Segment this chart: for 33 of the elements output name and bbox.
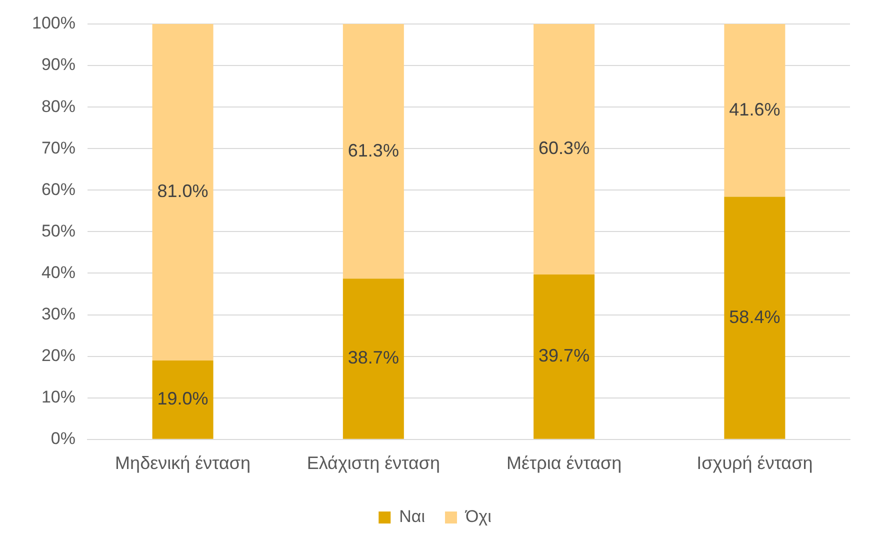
data-label: 41.6%: [729, 99, 780, 120]
y-tick-label: 90%: [41, 55, 76, 74]
bar: [534, 24, 595, 274]
data-label: 19.0%: [157, 388, 208, 409]
x-tick-label: Μέτρια ένταση: [506, 453, 622, 474]
data-label: 58.4%: [729, 306, 780, 327]
legend-label: Όχι: [464, 507, 492, 526]
y-tick-label: 20%: [41, 346, 76, 366]
bar: [342, 24, 404, 279]
data-label: 60.3%: [538, 138, 590, 158]
x-tick-label: Μηδενική ένταση: [115, 453, 251, 474]
y-tick-label: 0%: [50, 429, 76, 448]
y-tick-label: 30%: [41, 304, 76, 324]
x-tick-label: Ελάχιστη ένταση: [306, 453, 440, 474]
x-tick-label: Ισχυρή ένταση: [696, 453, 813, 474]
y-tick-label: 40%: [41, 262, 76, 282]
data-label: 39.7%: [538, 346, 590, 366]
bar: [342, 278, 404, 439]
y-tick-label: 50%: [41, 221, 76, 240]
legend-label: Ναι: [399, 507, 426, 526]
bar: [152, 360, 214, 439]
bar: [152, 24, 214, 360]
bar: [534, 274, 595, 439]
data-label: 61.3%: [348, 140, 399, 160]
bar: [724, 196, 786, 439]
data-label: 38.7%: [348, 348, 399, 368]
y-tick-label: 80%: [41, 96, 76, 116]
y-tick-label: 70%: [41, 138, 76, 158]
y-tick-label: 100%: [32, 14, 76, 33]
bar: [724, 24, 786, 197]
y-tick-label: 10%: [41, 388, 76, 407]
y-tick-label: 60%: [41, 180, 76, 199]
data-label: 81.0%: [157, 181, 208, 202]
